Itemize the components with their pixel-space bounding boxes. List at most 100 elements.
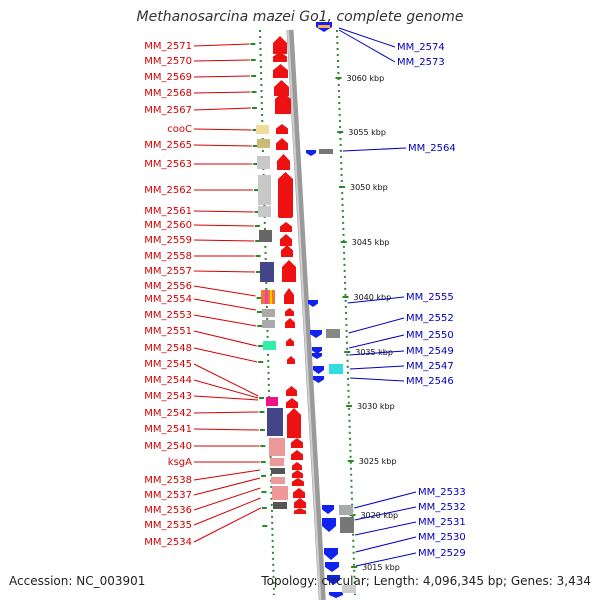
right-gene-label[interactable]: MM_2552 xyxy=(406,313,454,324)
left-gene-label[interactable]: ksgA xyxy=(168,457,192,468)
right-gene-label[interactable]: MM_2533 xyxy=(418,487,466,498)
left-leader-line xyxy=(193,298,257,311)
left-gene-label[interactable]: MM_2537 xyxy=(144,490,192,501)
right-gene-label[interactable]: MM_2564 xyxy=(408,143,456,154)
right-leader-line xyxy=(349,350,405,356)
left-gene-label[interactable]: MM_2570 xyxy=(144,56,192,67)
left-gene-label[interactable]: MM_2557 xyxy=(144,266,192,277)
left-leader-line xyxy=(193,330,257,347)
backbone-line xyxy=(286,29,326,600)
right-gene-label[interactable]: MM_2529 xyxy=(418,548,466,559)
right-leader-line xyxy=(347,296,405,304)
gene-stripe xyxy=(270,290,272,304)
left-gene-label[interactable]: MM_2536 xyxy=(144,505,192,516)
forward-gene-arrow xyxy=(275,92,291,114)
forward-gene-arrow xyxy=(292,478,304,486)
left-gene-label[interactable]: MM_2534 xyxy=(144,537,192,548)
left-leader-line xyxy=(193,507,262,543)
gene-block xyxy=(262,309,275,317)
tick-label: 3045 kbp xyxy=(352,238,390,247)
left-gene-label[interactable]: MM_2545 xyxy=(144,359,192,370)
right-gene-label[interactable]: MM_2530 xyxy=(418,532,466,543)
left-gene-label[interactable]: MM_2562 xyxy=(144,185,192,196)
left-leader-line xyxy=(193,347,258,363)
gene-block xyxy=(339,505,353,515)
left-gene-label[interactable]: MM_2556 xyxy=(144,281,192,292)
left-leader-line xyxy=(193,91,251,94)
left-gene-label[interactable]: MM_2535 xyxy=(144,520,192,531)
right-leader-lines xyxy=(338,27,417,567)
right-gene-label[interactable]: MM_2532 xyxy=(418,502,466,513)
right-gene-label[interactable]: MM_2573 xyxy=(397,57,445,68)
gene-block xyxy=(271,477,285,484)
forward-gene-arrow xyxy=(287,356,295,364)
left-leader-line xyxy=(193,379,259,399)
tick-label: 3060 kbp xyxy=(347,74,385,83)
left-leader-line xyxy=(193,239,255,242)
gene-stripe xyxy=(265,290,268,304)
left-leader-line xyxy=(193,428,259,431)
left-gene-label[interactable]: MM_2544 xyxy=(144,375,192,386)
left-gene-label[interactable]: MM_2563 xyxy=(144,159,192,170)
left-gene-label[interactable]: MM_2540 xyxy=(144,441,192,452)
left-gene-label[interactable]: MM_2551 xyxy=(144,326,192,337)
left-gene-label[interactable]: MM_2560 xyxy=(144,220,192,231)
reverse-gene-arrow xyxy=(308,300,318,307)
forward-gene-arrow xyxy=(291,450,303,460)
left-gene-label[interactable]: MM_2558 xyxy=(144,251,192,262)
reverse-gene-arrow xyxy=(324,548,338,560)
right-gene-label[interactable]: MM_2574 xyxy=(397,42,445,53)
forward-gene-arrow xyxy=(282,260,296,282)
left-gene-label[interactable]: MM_2568 xyxy=(144,88,192,99)
left-gene-label[interactable]: MM_2567 xyxy=(144,105,192,116)
reverse-gene-arrow xyxy=(306,150,316,156)
left-gene-label[interactable]: cooC xyxy=(167,124,192,135)
reverse-gene-arrow xyxy=(322,518,336,532)
tick-label: 3040 kbp xyxy=(354,293,392,302)
left-gene-label[interactable]: MM_2543 xyxy=(144,391,192,402)
left-leader-line xyxy=(193,314,257,327)
right-gene-label[interactable]: MM_2547 xyxy=(406,361,454,372)
left-gene-label[interactable]: MM_2559 xyxy=(144,235,192,246)
right-leader-line xyxy=(348,317,405,334)
left-gene-label[interactable]: MM_2571 xyxy=(144,41,192,52)
gene-block xyxy=(271,468,285,474)
right-gene-label[interactable]: MM_2550 xyxy=(406,330,454,341)
backbone-highlight xyxy=(287,29,322,600)
left-leader-line xyxy=(193,487,261,511)
reverse-gene-arrow xyxy=(329,592,343,598)
gene-block xyxy=(266,397,278,406)
forward-gene-arrow xyxy=(292,470,303,478)
tick-label: 3055 kbp xyxy=(348,128,386,137)
right-gene-label[interactable]: MM_2546 xyxy=(406,376,454,387)
left-leader-line xyxy=(193,469,260,481)
right-gene-label[interactable]: MM_2531 xyxy=(418,517,466,528)
left-leader-line xyxy=(193,497,261,526)
left-gene-label[interactable]: MM_2565 xyxy=(144,140,192,151)
tick-label: 3015 kbp xyxy=(362,563,400,572)
left-gene-label[interactable]: MM_2541 xyxy=(144,424,192,435)
left-gene-label[interactable]: MM_2569 xyxy=(144,72,192,83)
right-leader-line xyxy=(349,334,405,349)
gene-block xyxy=(258,206,271,217)
forward-gene-arrow xyxy=(286,338,294,346)
left-leader-line xyxy=(193,285,256,297)
gene-block xyxy=(259,230,272,242)
right-gene-label[interactable]: MM_2549 xyxy=(406,346,454,357)
left-gene-label[interactable]: MM_2554 xyxy=(144,294,192,305)
forward-gene-arrow xyxy=(285,308,294,316)
left-gene-label[interactable]: MM_2542 xyxy=(144,408,192,419)
left-gene-label[interactable]: MM_2553 xyxy=(144,310,192,321)
left-leader-line xyxy=(193,59,250,62)
left-gene-label[interactable]: MM_2538 xyxy=(144,475,192,486)
forward-gene-arrow xyxy=(286,386,297,396)
accession-text: Accession: NC_003901 xyxy=(9,574,146,588)
right-gene-label[interactable]: MM_2555 xyxy=(406,292,454,303)
gene-block xyxy=(267,408,283,436)
left-gene-label[interactable]: MM_2548 xyxy=(144,343,192,354)
gene-block xyxy=(318,25,330,28)
left-leader-line xyxy=(193,270,256,273)
gene-block xyxy=(257,139,270,148)
left-gene-label[interactable]: MM_2561 xyxy=(144,206,192,217)
